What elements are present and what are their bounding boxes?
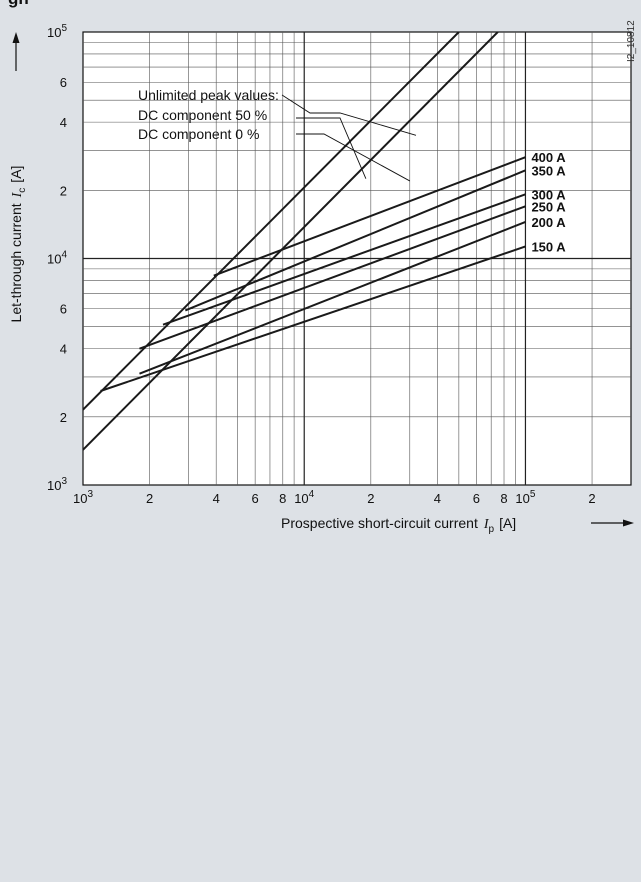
- figure-code: I2_10812: [626, 20, 637, 62]
- x-tick-labels: 103 2 4 6 8 104 2 4 6 8 105 2: [73, 489, 596, 506]
- series-line-400a: [213, 156, 526, 277]
- y-tick-label: 6: [60, 302, 67, 317]
- y-axis-unit: [A]: [8, 166, 24, 183]
- chart-title: gh: [8, 0, 641, 9]
- y-axis-arrow-head: [12, 32, 20, 43]
- y-tick-label: 6: [60, 75, 67, 90]
- grid-major: [83, 32, 631, 485]
- y-tick-labels: 103 2 4 6 104 2 4 6 105: [47, 23, 67, 493]
- x-tick-label: 4: [434, 491, 441, 506]
- series-label-300a: 300 A: [531, 187, 566, 202]
- x-axis-arrow-head: [623, 519, 634, 527]
- x-tick-label: 8: [500, 491, 507, 506]
- x-tick-label: 6: [473, 491, 480, 506]
- y-tick-label: 2: [60, 183, 67, 198]
- legend-leaders: [281, 94, 417, 182]
- legend-entry-dc50: DC component 50 %: [138, 107, 267, 123]
- x-axis-title-text: Prospective short-circuit current: [281, 515, 478, 531]
- x-axis-unit: [A]: [499, 515, 516, 531]
- series-label-350a: 350 A: [531, 163, 566, 178]
- x-tick-label: 105: [515, 489, 535, 506]
- x-tick-label: 2: [367, 491, 374, 506]
- series-label-250a: 250 A: [531, 199, 566, 214]
- series-label-150a: 150 A: [531, 239, 566, 254]
- series-lines: [100, 156, 526, 392]
- series-label-400a: 400 A: [531, 150, 566, 165]
- series-label-200a: 200 A: [531, 215, 566, 230]
- series-line-250a: [139, 205, 526, 350]
- y-axis-title-group: Let-through current Ic [A]: [8, 166, 28, 323]
- y-tick-label: 105: [47, 23, 67, 40]
- x-tick-label: 6: [252, 491, 259, 506]
- y-tick-label: 4: [60, 342, 67, 357]
- x-tick-label: 4: [213, 491, 220, 506]
- y-tick-label: 4: [60, 115, 67, 130]
- peak-line-dc0: [83, 32, 499, 451]
- x-axis-subscript: p: [489, 524, 495, 535]
- x-tick-label: 2: [588, 491, 595, 506]
- legend-leader-2: [296, 133, 410, 182]
- x-tick-label: 2: [146, 491, 153, 506]
- x-tick-label: 8: [279, 491, 286, 506]
- legend-leader-1: [296, 117, 367, 179]
- legend: Unlimited peak values: DC component 50 %…: [138, 87, 279, 142]
- y-axis-title: Let-through current Ic [A]: [8, 166, 28, 323]
- x-tick-label: 104: [294, 489, 314, 506]
- y-axis-symbol: I: [10, 191, 25, 198]
- legend-leader-0: [281, 94, 417, 136]
- legend-heading: Unlimited peak values:: [138, 87, 279, 103]
- y-axis-title-text: Let-through current: [8, 203, 24, 322]
- series-line-300a: [162, 193, 526, 326]
- series-line-200a: [139, 221, 526, 375]
- y-tick-label: 104: [47, 250, 67, 267]
- x-tick-label: 103: [73, 489, 93, 506]
- series-line-150a: [100, 245, 526, 392]
- y-tick-label: 103: [47, 476, 67, 493]
- series-line-350a: [184, 169, 526, 312]
- legend-entry-dc0: DC component 0 %: [138, 126, 259, 142]
- y-tick-label: 2: [60, 410, 67, 425]
- y-axis-subscript: c: [17, 188, 28, 193]
- x-axis-symbol: I: [483, 517, 490, 532]
- x-axis-title: Prospective short-circuit current Ip [A]: [281, 515, 516, 535]
